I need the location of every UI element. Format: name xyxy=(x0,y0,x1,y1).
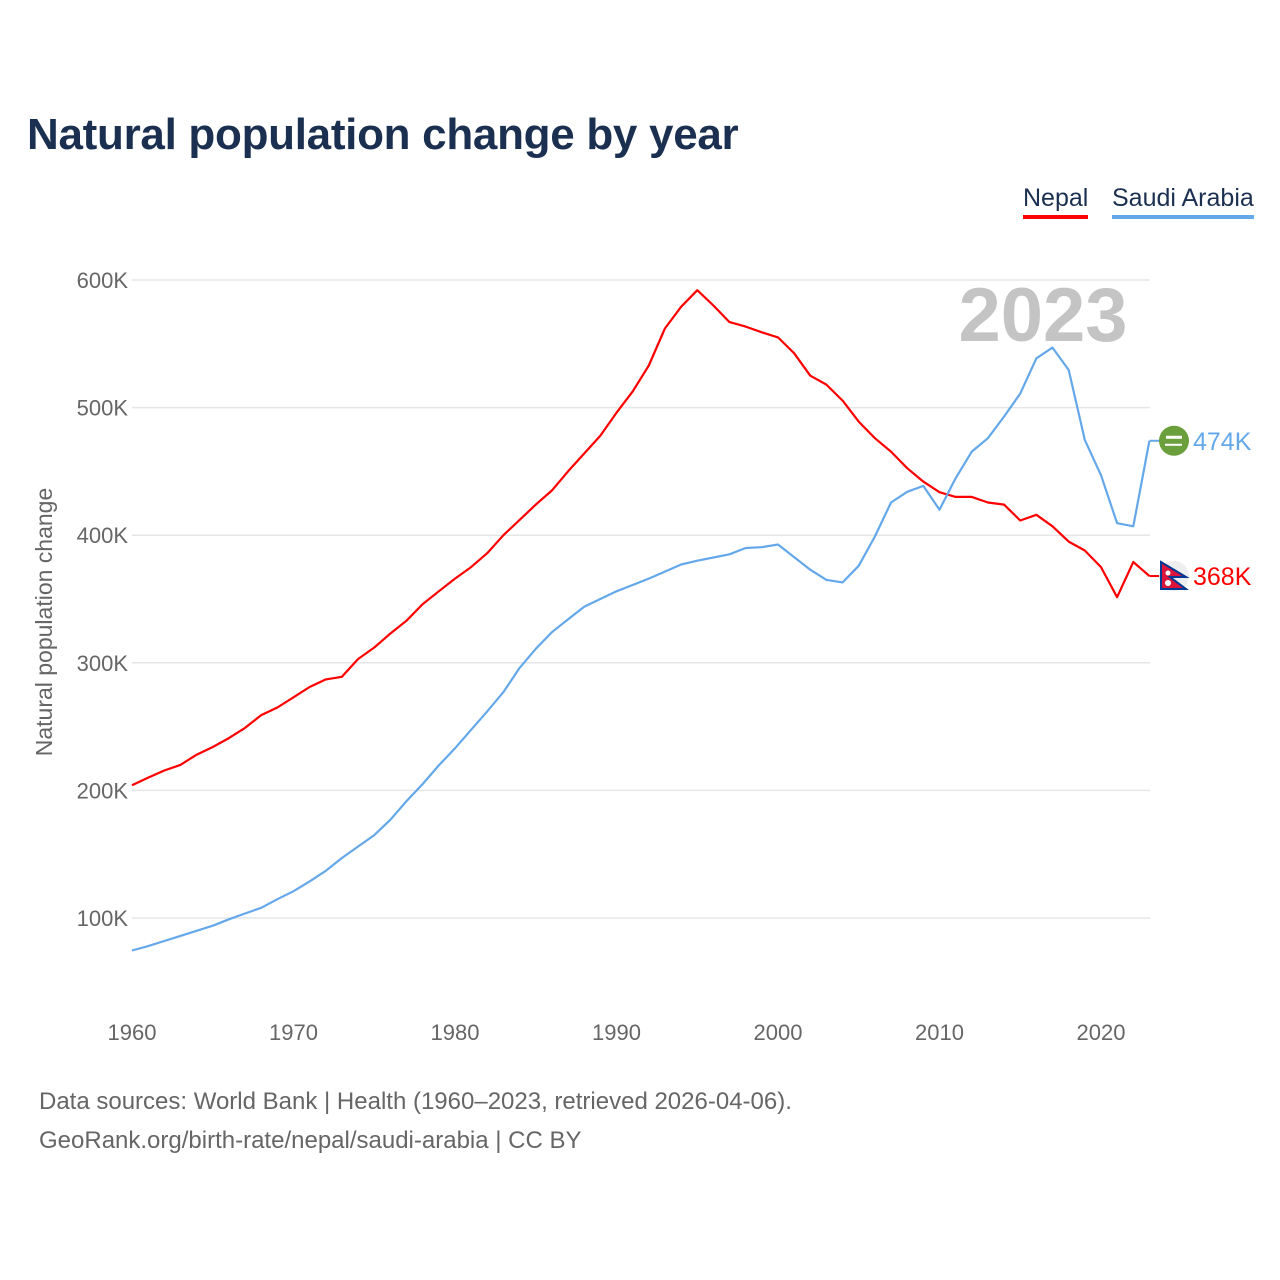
flag-background xyxy=(1159,425,1189,456)
flag-sun xyxy=(1165,580,1171,587)
legend-item-saudi-arabia[interactable]: Saudi Arabia xyxy=(1112,184,1254,219)
x-tick-label: 2010 xyxy=(915,1020,964,1045)
x-tick-label: 1970 xyxy=(269,1020,318,1045)
chart-title: Natural population change by year xyxy=(27,110,739,159)
series-line-nepal xyxy=(131,289,1151,787)
y-tick-label: 200K xyxy=(77,778,129,803)
series-end-labels: 368K 474K xyxy=(1149,425,1252,592)
y-axis-ticks: 100K 200K 300K 400K 500K 600K xyxy=(77,268,129,931)
y-tick-label: 100K xyxy=(77,906,129,931)
x-tick-label: 1960 xyxy=(108,1020,157,1045)
end-value-label: 474K xyxy=(1193,428,1252,456)
nepal-flag-icon xyxy=(1159,560,1190,592)
y-tick-label: 400K xyxy=(77,523,129,548)
flag-moon xyxy=(1165,570,1171,576)
x-tick-label: 1990 xyxy=(592,1020,641,1045)
y-axis-title: Natural population change xyxy=(31,488,57,757)
saudi-arabia-flag-icon xyxy=(1159,425,1189,456)
x-tick-label: 2020 xyxy=(1077,1020,1126,1045)
y-tick-label: 300K xyxy=(77,651,129,676)
flag-script xyxy=(1166,435,1182,439)
year-watermark: 2023 xyxy=(958,273,1127,358)
x-axis-ticks: 1960 1970 1980 1990 2000 2010 2020 xyxy=(108,1020,1126,1045)
y-tick-label: 600K xyxy=(77,268,129,293)
footer-attribution[interactable]: GeoRank.org/birth-rate/nepal/saudi-arabi… xyxy=(39,1127,582,1154)
gridlines xyxy=(132,279,1150,919)
x-tick-label: 1980 xyxy=(431,1020,480,1045)
series-lines xyxy=(131,289,1151,952)
footer-sources: Data sources: World Bank | Health (1960–… xyxy=(39,1088,792,1115)
end-value-label: 368K xyxy=(1193,563,1252,591)
x-tick-label: 2000 xyxy=(754,1020,803,1045)
series-line-saudi-arabia xyxy=(131,346,1151,952)
legend-item-nepal[interactable]: Nepal xyxy=(1023,184,1089,219)
y-tick-label: 500K xyxy=(77,396,129,421)
flag-sword xyxy=(1165,443,1182,446)
